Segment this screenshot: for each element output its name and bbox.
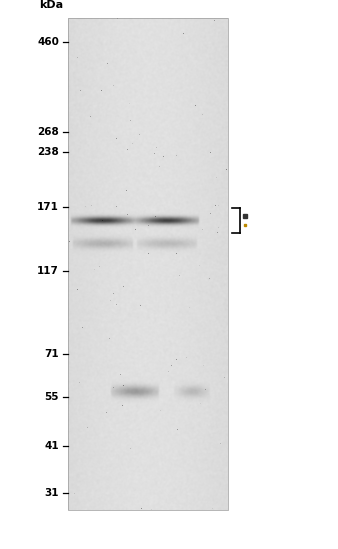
Text: 55: 55 <box>45 392 59 402</box>
Text: 117: 117 <box>37 266 59 276</box>
Bar <box>68 18 228 510</box>
Text: 31: 31 <box>45 488 59 498</box>
Text: 460: 460 <box>37 37 59 47</box>
Text: 238: 238 <box>37 147 59 157</box>
Text: 268: 268 <box>37 127 59 137</box>
Text: 71: 71 <box>44 349 59 360</box>
Text: kDa: kDa <box>39 0 63 10</box>
Text: 41: 41 <box>44 441 59 451</box>
Text: 171: 171 <box>37 202 59 212</box>
